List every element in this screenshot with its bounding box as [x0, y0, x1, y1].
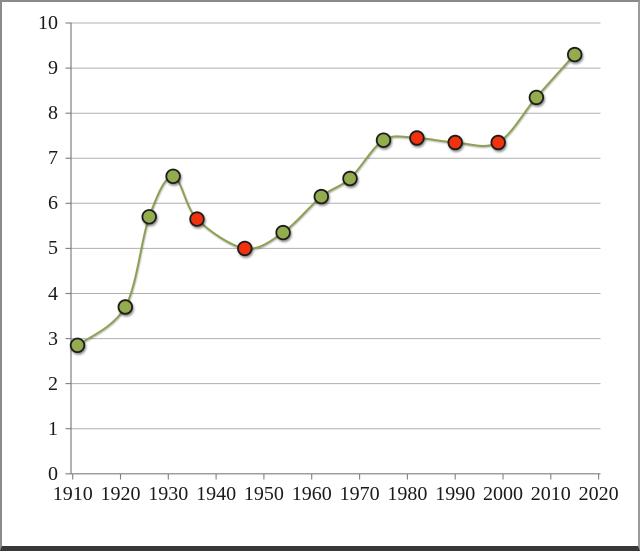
- data-point-2007-green: [528, 89, 545, 106]
- data-point-1921-green: [117, 299, 134, 315]
- data-point-1946-red: [237, 240, 253, 257]
- y-axis-tick-label: 3: [48, 327, 58, 350]
- x-axis-tick-label: 1930: [148, 483, 189, 505]
- y-axis-tick-label: 5: [48, 237, 58, 260]
- data-point-2015-green: [567, 46, 583, 63]
- x-axis-tick-label: 1970: [339, 483, 380, 505]
- x-axis-tick-label: 1920: [100, 483, 141, 505]
- x-axis-tick-label: 1960: [291, 483, 332, 505]
- data-point-1999-red: [490, 134, 506, 151]
- x-axis-tick-label: 1980: [387, 483, 428, 505]
- y-axis-tick-label: 2: [48, 372, 58, 395]
- data-point-1962-green: [313, 188, 330, 205]
- y-axis-tick-label: 0: [48, 462, 58, 485]
- x-axis-tick-label: 1910: [52, 483, 93, 505]
- x-axis-tick-label: 2010: [530, 483, 571, 505]
- y-axis-tick-label: 10: [38, 12, 58, 34]
- data-point-1926-green: [141, 209, 157, 225]
- y-axis-tick-label: 9: [48, 57, 58, 80]
- y-axis-tick-label: 8: [48, 102, 58, 125]
- x-axis-tick-label: 1950: [243, 483, 284, 505]
- x-axis-tick-label: 2000: [483, 483, 523, 505]
- data-point-1954-green: [275, 224, 291, 241]
- data-point-1990-red: [447, 134, 463, 151]
- y-axis-tick-label: 6: [48, 192, 58, 215]
- data-point-1968-green: [342, 170, 358, 187]
- data-point-1982-red: [409, 130, 425, 146]
- x-axis-tick-label: 1940: [196, 483, 237, 505]
- data-point-1931-green: [165, 168, 181, 185]
- data-point-1975-green: [375, 132, 392, 148]
- data-markers-group: [69, 46, 583, 354]
- x-axis-tick-label: 1990: [435, 483, 476, 505]
- data-point-1911-green: [69, 337, 86, 354]
- y-axis-tick-label: 7: [48, 147, 58, 170]
- data-point-1936-red: [189, 211, 205, 227]
- y-axis-tick-label: 4: [48, 282, 58, 305]
- y-axis-tick-label: 1: [48, 417, 58, 440]
- x-axis-tick-label: 2020: [578, 483, 619, 505]
